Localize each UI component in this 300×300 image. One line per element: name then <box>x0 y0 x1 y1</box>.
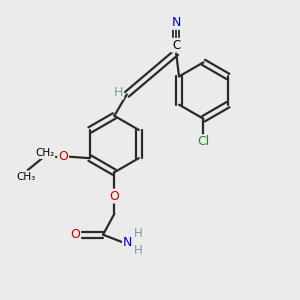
Text: N: N <box>171 16 181 29</box>
Text: O: O <box>58 150 68 163</box>
Text: CH₂: CH₂ <box>35 148 54 158</box>
Text: O: O <box>110 190 119 202</box>
Text: C: C <box>172 39 180 52</box>
Text: Cl: Cl <box>197 135 210 148</box>
Text: H: H <box>134 227 143 240</box>
Text: CH₃: CH₃ <box>16 172 36 182</box>
Text: H: H <box>134 244 143 257</box>
Text: H: H <box>114 85 123 98</box>
Text: N: N <box>123 236 132 249</box>
Text: O: O <box>70 228 80 241</box>
